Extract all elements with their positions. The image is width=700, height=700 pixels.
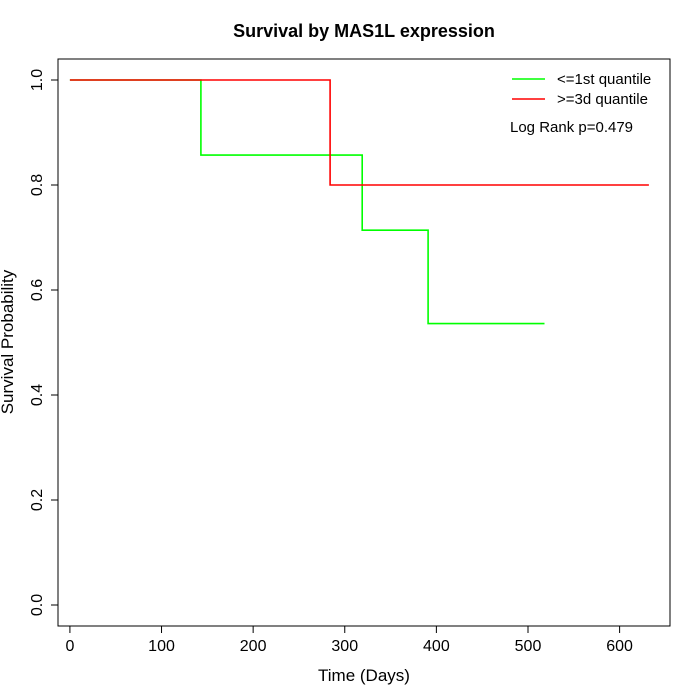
legend-label-0: <=1st quantile [557, 71, 651, 88]
y-tick-label-4: 0.8 [29, 174, 46, 196]
x-tick-label-0: 0 [65, 638, 74, 655]
y-tick-label-5: 1.0 [29, 69, 46, 91]
x-tick-label-6: 600 [606, 638, 633, 655]
chart-title: Survival by MAS1L expression [233, 21, 495, 41]
x-axis: 0 100 200 300 400 500 600 [65, 626, 633, 655]
y-axis-label: Survival Probability [0, 269, 17, 414]
x-tick-label-1: 100 [148, 638, 175, 655]
x-tick-label-3: 300 [331, 638, 358, 655]
y-axis: 0.0 0.2 0.4 0.6 0.8 1.0 [29, 69, 58, 616]
series-line-0 [69, 79, 545, 325]
y-tick-label-0: 0.0 [29, 594, 46, 616]
y-tick-label-3: 0.6 [29, 279, 46, 301]
legend-label-1: >=3d quantile [557, 91, 648, 108]
x-tick-label-5: 500 [515, 638, 542, 655]
series-line-1 [69, 79, 649, 186]
x-tick-label-2: 200 [240, 638, 267, 655]
log-rank-annotation: Log Rank p=0.479 [510, 119, 633, 136]
plot-frame [57, 58, 671, 627]
y-tick-label-2: 0.4 [29, 384, 46, 406]
legend: <=1st quantile >=3d quantile [512, 71, 651, 108]
x-axis-label: Time (Days) [318, 666, 410, 685]
x-tick-label-4: 400 [423, 638, 450, 655]
y-tick-label-1: 0.2 [29, 489, 46, 511]
series-layer [69, 79, 649, 325]
